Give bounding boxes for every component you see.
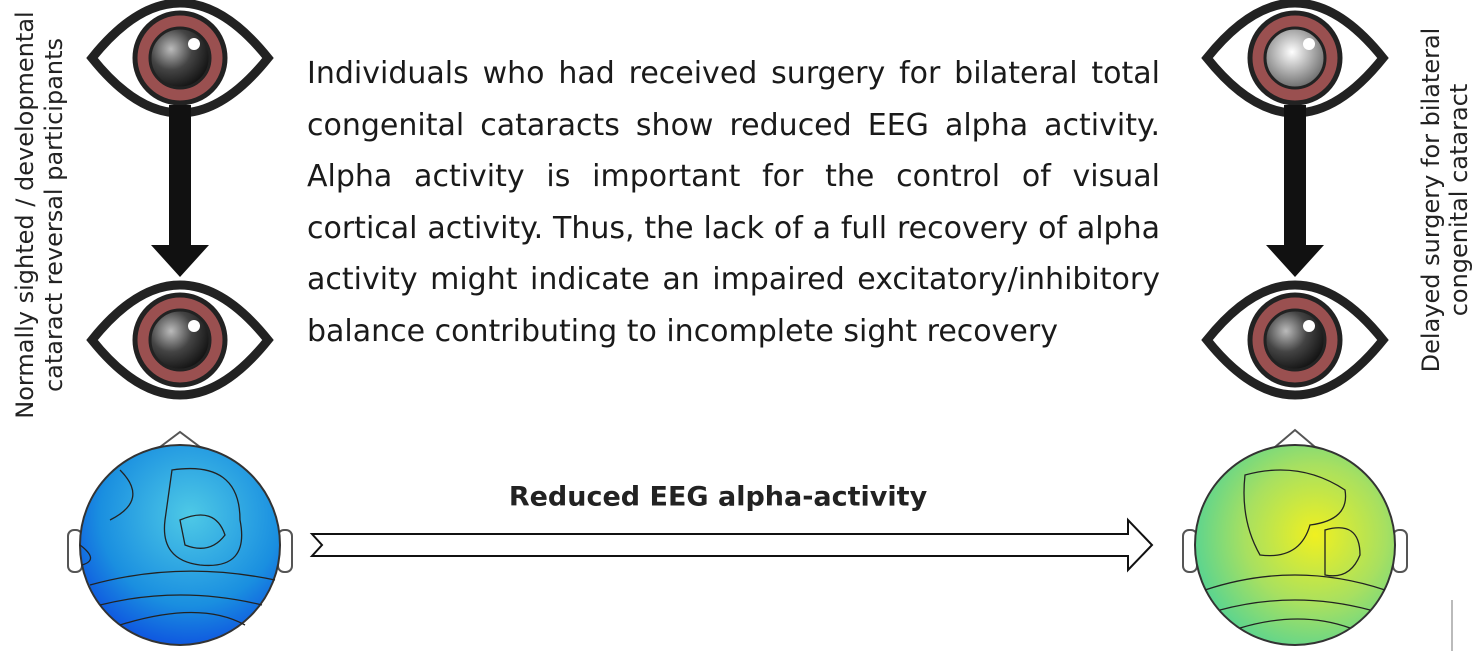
description: Individuals who had received surgery for…: [307, 48, 1160, 357]
eye-icon: [1207, 285, 1383, 395]
head-map-right: [1183, 430, 1407, 645]
eye-icon: [1207, 3, 1383, 113]
down-arrow: [151, 105, 209, 277]
figure: Normally sighted / developmental catarac…: [0, 0, 1474, 651]
eye-icon: [92, 285, 268, 395]
down-arrow: [1266, 105, 1324, 277]
right-label: Delayed surgery for bilateral: [1417, 28, 1445, 373]
hollow-arrow: [312, 520, 1152, 570]
right-label: congenital cataract: [1445, 84, 1473, 317]
head-map-left: [68, 432, 292, 645]
left-label: Normally sighted / developmental: [11, 11, 39, 418]
arrow-label: Reduced EEG alpha-activity: [509, 482, 928, 513]
eye-icon: [92, 3, 268, 113]
left-label: cataract reversal participants: [40, 38, 68, 392]
